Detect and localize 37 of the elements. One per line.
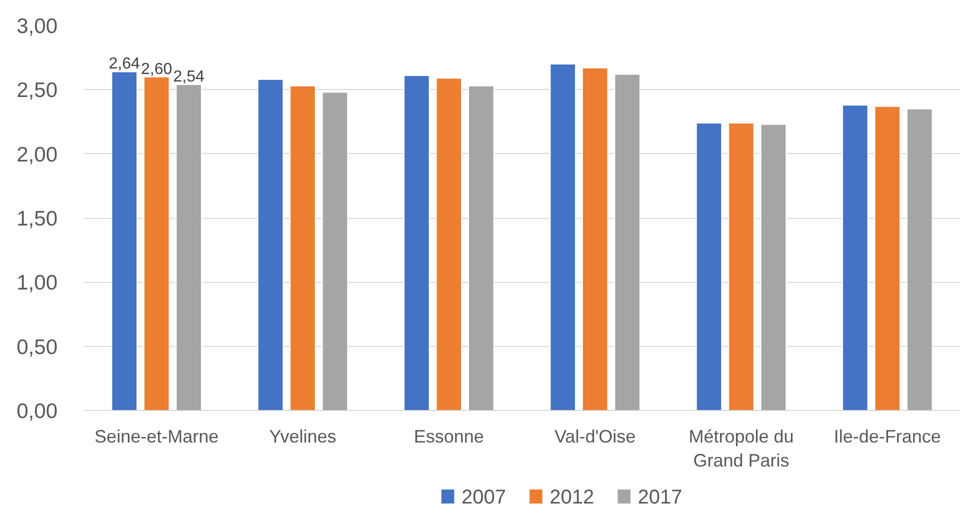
x-tick-label: Essonne — [414, 426, 484, 446]
x-tick-label: Seine-et-Marne — [94, 426, 219, 446]
bar — [322, 92, 348, 410]
y-tick-label: 0,00 — [16, 400, 58, 423]
bar — [176, 84, 202, 410]
x-tick-label: Yvelines — [269, 426, 336, 446]
bar — [582, 67, 608, 410]
legend-label: 2012 — [550, 486, 594, 508]
bar — [404, 75, 430, 410]
bar — [906, 108, 933, 410]
bar — [468, 85, 494, 410]
x-tick-label: Métropole du Grand Paris — [688, 426, 794, 470]
bar — [728, 122, 754, 410]
bar — [257, 78, 284, 410]
data-label: 2,64 — [108, 56, 140, 73]
y-tick-label: 1,00 — [16, 272, 58, 295]
legend-label: 2017 — [638, 486, 682, 508]
y-tick-label: 2,50 — [16, 79, 58, 102]
bar — [842, 104, 868, 410]
y-tick-label: 0,50 — [16, 336, 58, 359]
bar — [550, 64, 576, 410]
y-tick-label: 1,50 — [16, 208, 58, 230]
bar — [143, 76, 170, 410]
bar — [696, 122, 722, 410]
x-tick-label: Ile-de-France — [834, 426, 941, 446]
bar — [760, 124, 787, 410]
x-tick-label: Val-d'Oise — [554, 426, 636, 446]
bar — [874, 106, 901, 410]
bar — [614, 74, 640, 410]
bar — [436, 78, 462, 410]
y-tick-label: 2,00 — [16, 143, 58, 166]
data-label: 2,60 — [141, 60, 172, 78]
bar — [111, 71, 138, 410]
bar — [290, 85, 316, 410]
data-label: 2,54 — [173, 68, 204, 86]
y-tick-label: 3,00 — [16, 15, 58, 38]
legend-label: 2007 — [462, 486, 506, 508]
